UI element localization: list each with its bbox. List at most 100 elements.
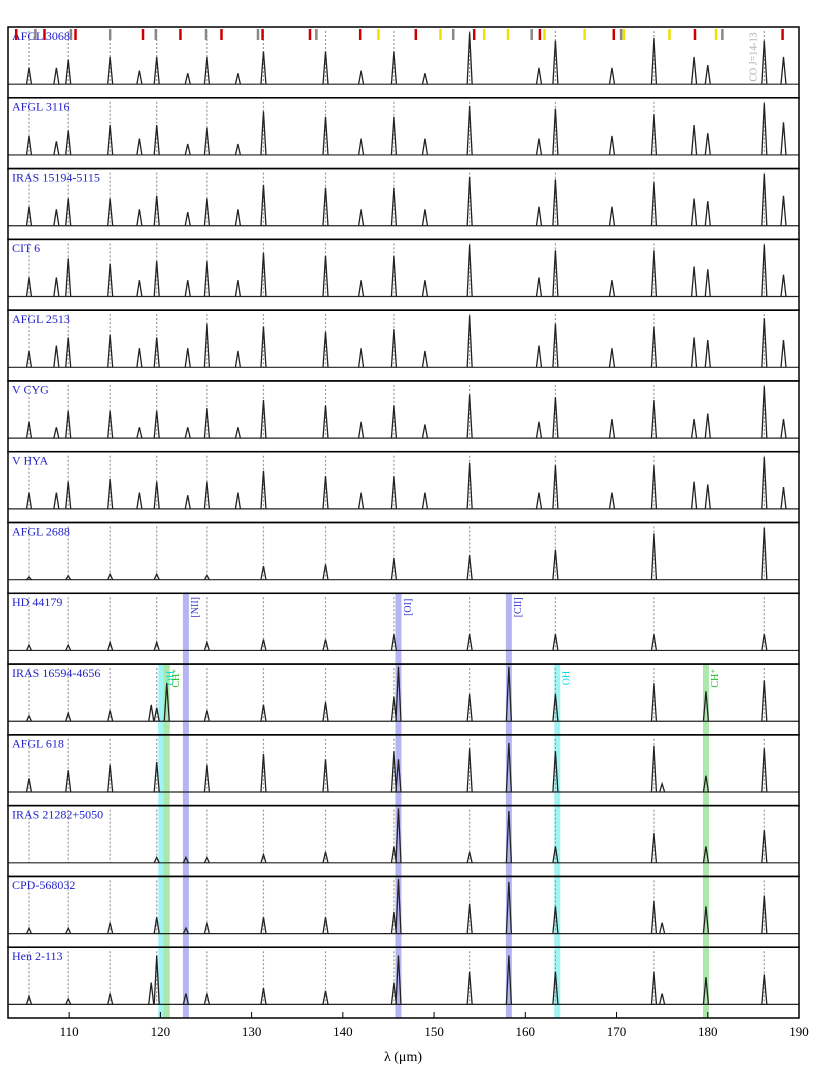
emission-peak xyxy=(421,73,429,85)
emission-peak xyxy=(234,143,242,156)
spectrum-name: IRAS 16594-4656 xyxy=(12,666,100,680)
emission-peak xyxy=(390,329,398,368)
emission-peak xyxy=(203,127,211,156)
spectrum-name: CIT 6 xyxy=(12,241,40,255)
emission-peak xyxy=(608,492,616,509)
band-label: OH xyxy=(166,671,177,685)
emission-peak xyxy=(780,418,787,439)
emission-peak xyxy=(650,37,658,85)
emission-peak xyxy=(107,56,114,85)
panel-frame xyxy=(7,97,800,170)
emission-peak xyxy=(136,70,143,85)
emission-peak xyxy=(690,56,698,85)
panel-frame xyxy=(7,238,800,311)
emission-peak xyxy=(322,917,329,934)
emission-peak xyxy=(107,334,114,368)
emission-peak xyxy=(395,759,402,793)
emission-peak xyxy=(234,73,242,85)
emission-peak xyxy=(153,481,160,509)
emission-peak xyxy=(650,745,658,793)
emission-peak xyxy=(260,704,267,722)
emission-peak xyxy=(535,206,543,226)
emission-peak xyxy=(390,557,398,580)
panel-frame xyxy=(7,521,800,595)
emission-peak xyxy=(65,481,72,509)
band-label: [CII] xyxy=(513,597,524,617)
emission-peak xyxy=(260,639,267,651)
emission-peak xyxy=(466,315,473,368)
emission-peak xyxy=(535,67,543,85)
emission-peak xyxy=(322,331,329,368)
emission-peak xyxy=(203,56,211,85)
emission-peak xyxy=(357,492,365,509)
emission-peak xyxy=(505,881,513,934)
emission-peak xyxy=(704,484,711,509)
emission-peak xyxy=(182,855,189,864)
emission-peak xyxy=(780,195,787,226)
emission-peak xyxy=(390,51,398,85)
emission-peak xyxy=(650,250,658,297)
emission-peak xyxy=(136,492,143,509)
emission-peak xyxy=(322,702,329,722)
emission-peak xyxy=(552,108,559,155)
emission-peak xyxy=(53,345,60,368)
band-label: CH⁺ xyxy=(710,668,721,687)
emission-peak xyxy=(608,206,616,226)
emission-peak xyxy=(761,40,768,85)
emission-peak xyxy=(25,643,33,651)
emission-peak xyxy=(153,955,160,1005)
emission-peak xyxy=(704,269,711,297)
x-tick-label: 170 xyxy=(607,1024,627,1039)
emission-peak xyxy=(25,350,33,368)
band-label: [NII] xyxy=(190,597,201,618)
emission-peak xyxy=(690,198,698,226)
emission-peak xyxy=(390,911,398,934)
emission-peak xyxy=(390,255,398,297)
emission-peak xyxy=(203,640,211,651)
emission-peak xyxy=(466,634,473,651)
emission-peak xyxy=(65,410,72,439)
emission-peak xyxy=(153,762,160,793)
emission-peak xyxy=(690,266,698,297)
emission-peak xyxy=(650,182,658,226)
emission-peak xyxy=(761,634,768,651)
emission-peak xyxy=(184,212,191,226)
emission-peak xyxy=(390,751,398,793)
emission-peak xyxy=(153,56,160,85)
x-tick-label: 180 xyxy=(698,1024,718,1039)
emission-peak xyxy=(65,643,72,651)
emission-peak xyxy=(26,575,32,581)
emission-peak xyxy=(650,683,658,722)
emission-peak xyxy=(390,116,398,156)
emission-peak xyxy=(421,138,429,156)
emission-peak xyxy=(25,993,33,1005)
emission-peak xyxy=(659,781,666,793)
emission-peak xyxy=(357,421,365,439)
spectrum-name: IRAS 15194-5115 xyxy=(12,170,100,184)
line-band xyxy=(554,664,561,1018)
emission-peak xyxy=(659,993,666,1005)
emission-peak xyxy=(65,337,72,368)
emission-peak xyxy=(650,900,658,934)
emission-peak xyxy=(780,56,787,85)
spectrum-name: CPD-568032 xyxy=(12,878,75,892)
emission-peak xyxy=(466,748,473,793)
x-axis-label: λ (μm) xyxy=(384,1050,422,1065)
emission-peak xyxy=(702,691,710,722)
line-band xyxy=(158,664,165,1018)
emission-peak xyxy=(552,846,559,863)
emission-peak xyxy=(153,337,160,368)
emission-peak xyxy=(260,51,267,85)
emission-peak xyxy=(25,206,33,226)
emission-peak xyxy=(780,487,787,509)
band-label: CH⁺ xyxy=(171,668,182,687)
emission-peak xyxy=(65,770,72,793)
emission-peak xyxy=(234,492,242,509)
emission-peak xyxy=(260,852,267,864)
emission-peak xyxy=(25,714,33,722)
emission-peak xyxy=(659,922,666,934)
panel-frame xyxy=(7,450,800,524)
emission-peak xyxy=(260,399,267,439)
emission-peak xyxy=(153,195,160,226)
emission-peak xyxy=(322,405,329,439)
